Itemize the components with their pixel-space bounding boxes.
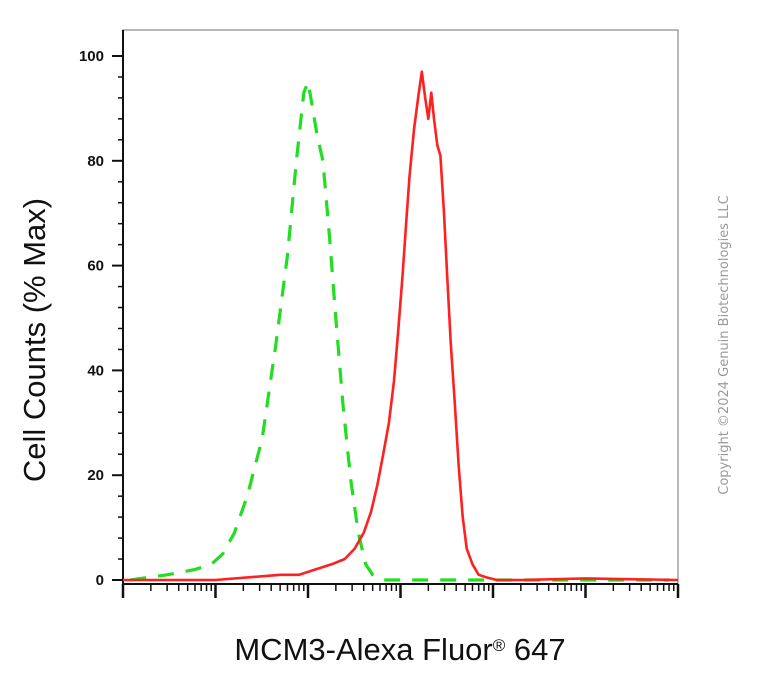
y-axis-title: Cell Counts (% Max) [17,198,52,482]
y-tick-label: 40 [87,362,104,379]
series-layer [123,70,679,582]
x-axis-title-suffix: 647 [505,632,565,667]
y-tick-label: 60 [87,258,104,275]
y-axis: 0 20 40 60 80 100 [79,30,124,589]
series-line-1 [130,80,669,582]
series-line-2 [123,70,679,582]
x-axis-title-main: MCM3-Alexa Fluor [234,632,492,667]
x-axis [121,583,680,598]
y-tick-label: 80 [87,153,104,170]
y-tick-label: 100 [79,48,104,65]
y-tick-label: 0 [96,572,104,589]
x-axis-title: MCM3-Alexa Fluor® 647 [234,632,565,667]
y-tick-label: 20 [87,467,104,484]
registered-mark: ® [493,636,506,655]
copyright-notice: Copyright ©2024 Genuin Biotechnologies L… [717,195,732,494]
